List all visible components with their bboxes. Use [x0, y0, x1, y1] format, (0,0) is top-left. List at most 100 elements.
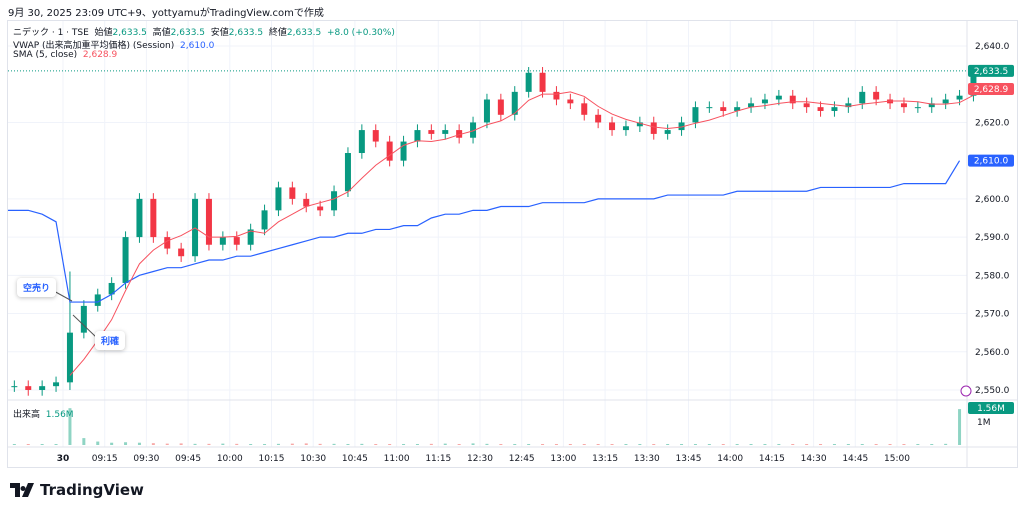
change-value: +8.0 (+0.30%): [326, 28, 395, 38]
candle-body: [39, 386, 46, 390]
candle-body: [609, 122, 616, 131]
volume-bar: [263, 444, 267, 445]
legend-volume[interactable]: 出来高 1.56M: [13, 407, 74, 420]
chart-caption: 9月 30, 2025 23:09 UTC+9、yottyamuがTrading…: [8, 8, 324, 19]
time-tick: 14:45: [842, 454, 868, 464]
candle-body: [178, 248, 185, 257]
candle-body: [53, 382, 60, 387]
volume-bar: [276, 443, 280, 445]
volume-bar: [207, 443, 211, 445]
volume-bar: [513, 444, 517, 445]
candle-body: [470, 122, 477, 138]
candle-body: [595, 114, 602, 123]
close-label: 終値: [268, 28, 287, 38]
high-label: 高値: [152, 28, 171, 38]
volume-bar: [402, 444, 406, 445]
candle-body: [636, 122, 643, 127]
candle-body: [761, 99, 768, 104]
volume-bar: [429, 443, 433, 445]
volume-bar: [944, 443, 948, 445]
volume-bar: [930, 444, 934, 445]
symbol-name[interactable]: ニデック · 1 · TSE: [13, 28, 89, 38]
candle-body: [525, 72, 532, 92]
time-tick: 14:30: [801, 454, 827, 464]
volume-bar: [124, 442, 128, 445]
candle-body: [803, 103, 810, 108]
volume-bar: [415, 444, 419, 445]
time-tick: 12:45: [509, 454, 535, 464]
volume-bar: [680, 444, 684, 445]
price-tick: 2,640.0: [975, 42, 1010, 52]
volume-bar: [763, 444, 767, 445]
volume-bar: [235, 443, 239, 445]
last-price-badge-text: 2,633.5: [974, 67, 1008, 77]
time-tick: 10:00: [217, 454, 243, 464]
candle-body: [428, 130, 435, 134]
volume-bar: [888, 444, 892, 445]
volume-bar: [304, 443, 308, 445]
annotation-short-sell[interactable]: 空売り: [17, 278, 57, 297]
volume-bar: [693, 444, 697, 445]
volume-bar: [96, 441, 100, 445]
candle-body: [219, 237, 226, 245]
vwap-value: 2,610.0: [180, 41, 215, 51]
price-tick: 2,600.0: [975, 195, 1010, 205]
annotation-take-profit[interactable]: 利確: [95, 331, 126, 350]
volume-bar: [735, 444, 739, 445]
candle-body: [553, 91, 560, 100]
flash-icon: [960, 385, 972, 397]
volume-bar: [874, 444, 878, 445]
legend-sma[interactable]: SMA (5, close) 2,628.9: [13, 50, 117, 60]
volume-bar: [582, 444, 586, 445]
volume-bar: [40, 444, 44, 445]
candle-body: [581, 103, 588, 115]
candle-body: [664, 130, 671, 134]
time-tick: 13:30: [634, 454, 660, 464]
time-tick: 11:15: [425, 454, 451, 464]
volume-bar: [485, 443, 489, 445]
volume-bar: [110, 442, 114, 445]
candle-body: [247, 229, 254, 245]
volume-bar: [902, 444, 906, 445]
price-tick: 2,570.0: [975, 310, 1010, 320]
high-value: 2,633.5: [170, 28, 206, 38]
candle-body: [859, 91, 866, 104]
candle-body: [344, 153, 351, 192]
volume-bar: [596, 444, 600, 445]
vwap-badge-text: 2,610.0: [974, 157, 1009, 167]
candle-body: [66, 332, 73, 383]
candle-body: [414, 130, 421, 142]
volume-bar: [707, 444, 711, 445]
vwap-line: [8, 160, 961, 303]
time-tick: 13:15: [592, 454, 618, 464]
volume-bar: [721, 444, 725, 445]
volume-bar: [471, 443, 475, 445]
sma-badge-text: 2,628.9: [974, 85, 1009, 95]
time-tick: 10:15: [259, 454, 285, 464]
time-tick: 11:00: [384, 454, 410, 464]
legend-vwap[interactable]: VWAP (出来高加重平均価格) (Session) 2,610.0: [13, 38, 214, 51]
volume-label: 出来高: [13, 410, 41, 420]
volume-bar: [68, 408, 72, 445]
vwap-badge: [968, 154, 1014, 167]
time-tick: 14:15: [759, 454, 785, 464]
candle-body: [539, 72, 546, 92]
candle-body: [567, 99, 574, 104]
volume-bar: [666, 444, 670, 445]
candle-body: [942, 99, 949, 104]
candle-body: [289, 187, 296, 199]
volume-bar: [652, 444, 656, 445]
open-value: 2,633.5: [112, 28, 147, 38]
chart-frame: [7, 20, 1018, 468]
time-tick: 12:30: [467, 454, 493, 464]
price-tick: 2,620.0: [975, 118, 1010, 128]
volume-bar: [819, 444, 823, 445]
volume-bar: [832, 444, 836, 445]
candle-body: [928, 103, 935, 108]
tradingview-logo[interactable]: TradingView: [10, 481, 144, 499]
candle-body: [775, 95, 782, 100]
volume-bar: [846, 444, 850, 445]
candle-body: [331, 191, 338, 211]
volume-bar: [249, 444, 253, 445]
